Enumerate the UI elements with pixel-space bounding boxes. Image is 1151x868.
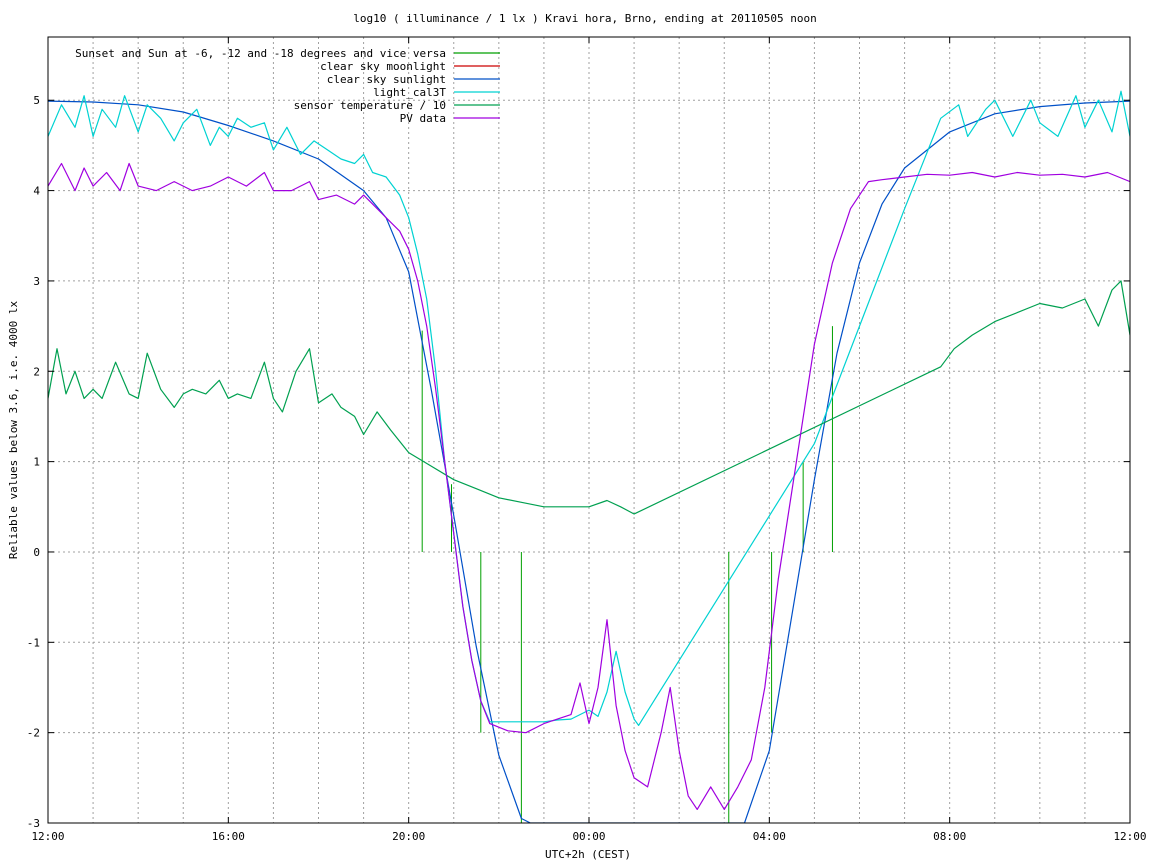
y-tick-label: 1 xyxy=(33,456,40,469)
legend-label: sensor temperature / 10 xyxy=(294,99,446,112)
x-tick-label: 04:00 xyxy=(753,830,786,843)
x-tick-label: 12:00 xyxy=(31,830,64,843)
y-axis-label: Reliable values below 3.6, i.e. 4000 lx xyxy=(7,300,20,559)
x-tick-label: 00:00 xyxy=(572,830,605,843)
series-2-line xyxy=(48,100,1130,823)
y-tick-label: -2 xyxy=(27,727,40,740)
x-tick-label: 08:00 xyxy=(933,830,966,843)
x-tick-label: 12:00 xyxy=(1113,830,1146,843)
legend-label: Sunset and Sun at -6, -12 and -18 degree… xyxy=(75,47,446,60)
x-axis-label: UTC+2h (CEST) xyxy=(545,848,631,861)
legend-label: light_cal3T xyxy=(373,86,446,99)
y-tick-label: 2 xyxy=(33,365,40,378)
legend-label: clear sky sunlight xyxy=(327,73,446,86)
series-4-line xyxy=(48,280,1130,515)
legend: Sunset and Sun at -6, -12 and -18 degree… xyxy=(75,47,500,125)
y-tick-label: 5 xyxy=(33,94,40,107)
y-tick-label: -3 xyxy=(27,817,40,830)
x-tick-label: 20:00 xyxy=(392,830,425,843)
x-tick-label: 16:00 xyxy=(212,830,245,843)
series-layer xyxy=(48,90,1130,823)
y-tick-label: 3 xyxy=(33,275,40,288)
y-tick-label: -1 xyxy=(27,636,40,649)
y-tick-label: 4 xyxy=(33,185,40,198)
chart-title: log10 ( illuminance / 1 lx ) Kravi hora,… xyxy=(353,12,817,25)
legend-label: clear sky moonlight xyxy=(320,60,446,73)
series-5-line xyxy=(48,162,1130,811)
tick-layer: 12:00 16:00 20:00 00:00 04:00 08:00 12:00-3-2-… xyxy=(27,37,1147,843)
grid-layer xyxy=(48,37,1130,823)
y-tick-label: 0 xyxy=(33,546,40,559)
legend-label: PV data xyxy=(400,112,446,125)
